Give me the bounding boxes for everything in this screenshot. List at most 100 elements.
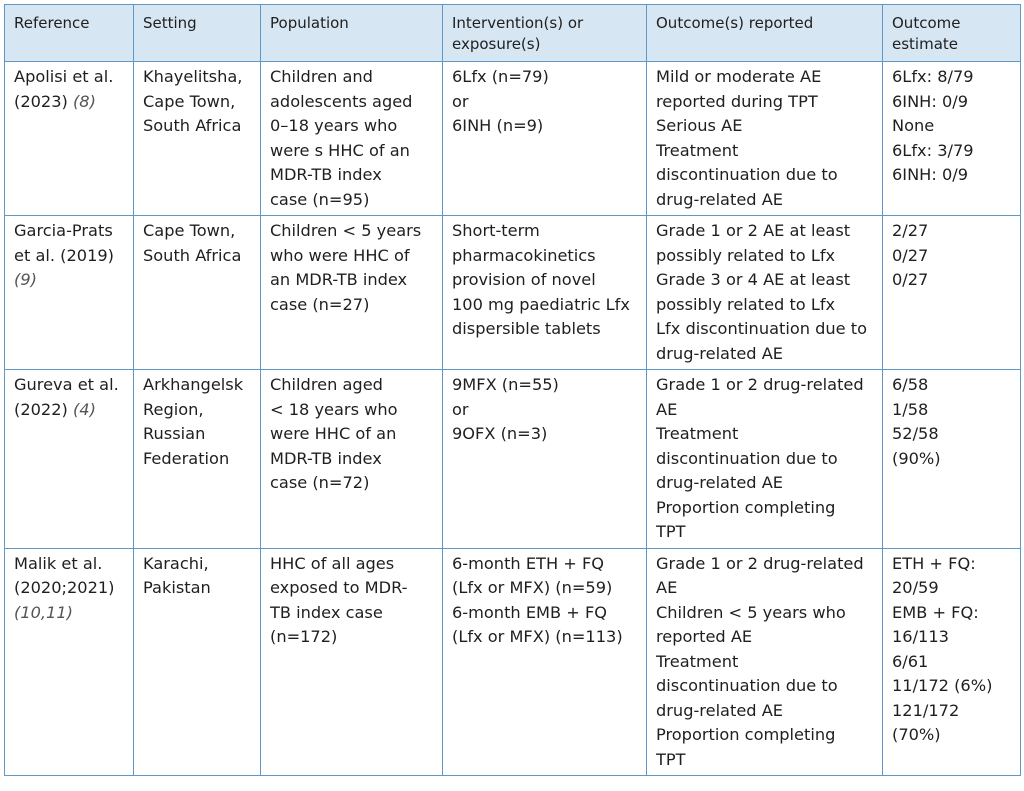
table-row: Apolisi et al. (2023) (8) Khayelitsha, Cape… bbox=[4, 61, 1021, 216]
cell-line: drug-related AE bbox=[656, 700, 784, 720]
cell-line: or bbox=[452, 399, 469, 419]
intervention-cell: Short-term pharmacokinetics provision of n… bbox=[442, 215, 647, 370]
cell-line: Treatment bbox=[656, 651, 739, 671]
table-row: Garcia-Prats et al. (2019) (9) Cape Town, So… bbox=[4, 215, 1021, 370]
outcomes-cell: Grade 1 or 2 drug-related AE Children < 5 … bbox=[646, 547, 883, 776]
intervention-cell: 6Lfx (n=79) or 6INH (n=9) bbox=[442, 61, 647, 216]
cell-line: discontinuation due to bbox=[656, 165, 838, 184]
cell-line: case (n=27) bbox=[270, 294, 370, 314]
cell-line: 6Lfx: 3/79 bbox=[892, 140, 974, 160]
cell-line: EMB + FQ: bbox=[892, 602, 979, 622]
cell-line: Children aged bbox=[270, 375, 383, 394]
cell-line: drug-related AE bbox=[656, 473, 784, 492]
reference-citation-line: (10,11) bbox=[14, 601, 124, 626]
outcomes-cell: Grade 1 or 2 drug-related AE Treatment disc… bbox=[646, 369, 883, 549]
estimate-cell: 6Lfx: 8/79 6INH: 0/9 None 6Lfx: 3/79 6INH: 0… bbox=[882, 61, 1021, 216]
reference-citation: (8) bbox=[72, 91, 96, 111]
cell-line: Serious AE bbox=[656, 116, 743, 135]
cell-line: 6-month EMB + FQ bbox=[452, 602, 608, 622]
header-line: Population bbox=[270, 14, 349, 32]
reference-cell: Garcia-Prats et al. (2019) (9) bbox=[4, 215, 134, 370]
cell-line: 52/58 bbox=[892, 424, 939, 443]
cell-line: 11/172 (6%) bbox=[892, 676, 993, 695]
cell-line: 1/58 bbox=[892, 399, 929, 419]
cell-line: 9OFX (n=3) bbox=[452, 424, 548, 443]
reference-citation-line: (9) bbox=[14, 268, 124, 293]
cell-line: pharmacokinetics bbox=[452, 245, 596, 265]
table-row: Malik et al. (2020;2021) (10,11) Karachi, Pa… bbox=[4, 547, 1021, 776]
cell-line: 0/27 bbox=[892, 270, 929, 289]
cell-line: Treatment bbox=[656, 140, 739, 160]
reference-author: Gureva et al. bbox=[14, 375, 119, 394]
setting-cell: Khayelitsha, Cape Town, South Africa bbox=[133, 61, 261, 216]
cell-line: adolescents aged bbox=[270, 91, 413, 111]
cell-line: 20/59 bbox=[892, 578, 939, 597]
header-line: exposure(s) bbox=[452, 35, 541, 53]
table-body: Apolisi et al. (2023) (8) Khayelitsha, Cape… bbox=[4, 61, 1021, 776]
reference-year: et al. (2019) bbox=[14, 245, 114, 265]
estimate-cell: 6/58 1/58 52/58 (90%) bbox=[882, 369, 1021, 549]
cell-line: TPT bbox=[656, 522, 686, 541]
cell-line: Cape Town, bbox=[143, 91, 236, 111]
cell-line: MDR-TB index bbox=[270, 165, 382, 184]
cell-line: 16/113 bbox=[892, 627, 949, 646]
cell-line: 0–18 years who bbox=[270, 116, 398, 135]
reference-citation: (4) bbox=[72, 399, 96, 419]
cell-line: AE bbox=[656, 399, 678, 419]
cell-line: dispersible tablets bbox=[452, 319, 601, 338]
cell-line: Lfx discontinuation due to bbox=[656, 319, 868, 338]
population-cell: Children aged < 18 years who were HHC of a… bbox=[260, 369, 443, 549]
intervention-cell: 6-month ETH + FQ (Lfx or MFX) (n=59) 6-mon… bbox=[442, 547, 647, 776]
cell-line: HHC of all ages bbox=[270, 553, 395, 573]
cell-line: (70%) bbox=[892, 725, 941, 744]
cell-line: Grade 1 or 2 drug-related bbox=[656, 553, 864, 573]
reference-author: Apolisi et al. bbox=[14, 67, 114, 86]
reference-year: (2020;2021) bbox=[14, 578, 115, 597]
cell-line: AE bbox=[656, 578, 678, 597]
cell-line: Short-term bbox=[452, 221, 540, 240]
population-cell: HHC of all ages exposed to MDR- TB index c… bbox=[260, 547, 443, 776]
header-line: Intervention(s) or bbox=[452, 14, 584, 32]
outcomes-cell: Mild or moderate AE reported during TPT Se… bbox=[646, 61, 883, 216]
cell-line: Grade 1 or 2 AE at least bbox=[656, 221, 851, 240]
table-header-row: Reference Setting Population Interventio… bbox=[4, 4, 1021, 62]
cell-line: exposed to MDR- bbox=[270, 578, 408, 597]
cell-line: discontinuation due to bbox=[656, 448, 838, 468]
cell-line: drug-related AE bbox=[656, 343, 784, 363]
reference-year-line: (2023) (8) bbox=[14, 90, 124, 115]
cell-line: an MDR-TB index bbox=[270, 270, 408, 289]
setting-cell: Cape Town, South Africa bbox=[133, 215, 261, 370]
reference-author: Malik et al. bbox=[14, 553, 103, 573]
cell-line: ETH + FQ: bbox=[892, 553, 976, 573]
cell-line: Proportion completing bbox=[656, 497, 836, 517]
cell-line: possibly related to Lfx bbox=[656, 245, 836, 265]
table-row: Gureva et al. (2022) (4) Arkhangelsk Region… bbox=[4, 369, 1021, 549]
reference-year-line: et al. (2019) bbox=[14, 244, 124, 269]
cell-line: 6INH (n=9) bbox=[452, 116, 544, 135]
cell-line: < 18 years who bbox=[270, 399, 398, 419]
intervention-cell: 9MFX (n=55) or 9OFX (n=3) bbox=[442, 369, 647, 549]
cell-line: Treatment bbox=[656, 424, 739, 443]
cell-line: 0/27 bbox=[892, 245, 929, 265]
population-cell: Children and adolescents aged 0–18 years w… bbox=[260, 61, 443, 216]
cell-line: (n=172) bbox=[270, 627, 338, 646]
cell-line: South Africa bbox=[143, 245, 242, 265]
cell-line: Russian bbox=[143, 424, 206, 443]
cell-line: Pakistan bbox=[143, 578, 211, 597]
cell-line: Children < 5 years who bbox=[656, 602, 846, 622]
cell-line: were HHC of an bbox=[270, 424, 397, 443]
header-reference: Reference bbox=[4, 4, 134, 62]
cell-line: TPT bbox=[656, 749, 686, 769]
cell-line: 9MFX (n=55) bbox=[452, 375, 559, 394]
cell-line: Grade 1 or 2 drug-related bbox=[656, 375, 864, 394]
reference-year: (2023) bbox=[14, 91, 68, 111]
reference-year-line: (2020;2021) bbox=[14, 576, 124, 601]
estimate-cell: 2/27 0/27 0/27 bbox=[882, 215, 1021, 370]
cell-line: 2/27 bbox=[892, 221, 929, 240]
cell-line: (Lfx or MFX) (n=113) bbox=[452, 627, 623, 646]
cell-line: 6INH: 0/9 bbox=[892, 165, 969, 184]
cell-line: were s HHC of an bbox=[270, 140, 410, 160]
evidence-table-container: Reference Setting Population Interventio… bbox=[4, 4, 1021, 776]
cell-line: Proportion completing bbox=[656, 725, 836, 744]
population-cell: Children < 5 years who were HHC of an MDR-… bbox=[260, 215, 443, 370]
